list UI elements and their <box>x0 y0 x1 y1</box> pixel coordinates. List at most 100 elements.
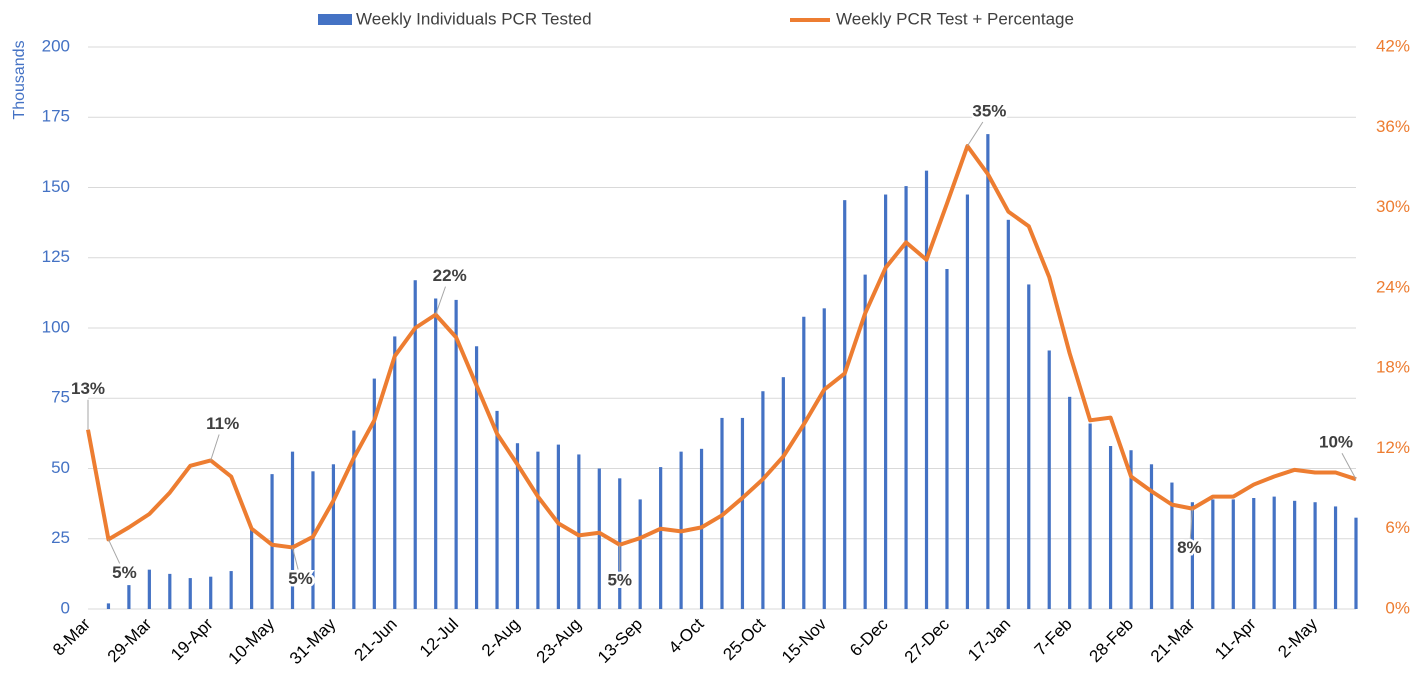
x-tick-label: 25-Oct <box>719 614 769 664</box>
data-label: 11% <box>206 414 239 433</box>
bar <box>1252 498 1256 609</box>
label-leader <box>292 547 299 570</box>
bar <box>761 391 765 609</box>
bar <box>1068 396 1072 609</box>
data-label: 5% <box>288 569 313 588</box>
x-tick-label: 8-Mar <box>49 614 94 659</box>
bar <box>474 346 479 609</box>
bar <box>147 569 151 609</box>
y-tick-label: 125 <box>42 247 70 266</box>
x-tick-label: 2-May <box>1274 614 1321 661</box>
legend-label: Weekly PCR Test + Percentage <box>836 9 1074 28</box>
x-tick-label: 4-Oct <box>665 614 708 657</box>
x-tick-label: 23-Aug <box>533 615 585 667</box>
bar <box>168 573 172 609</box>
x-tick-label: 6-Dec <box>846 614 892 660</box>
bar <box>1272 496 1276 609</box>
bar <box>863 274 867 609</box>
y-tick-label: 25 <box>51 528 70 547</box>
bar <box>1129 450 1133 609</box>
x-tick-label: 29-Mar <box>104 614 156 666</box>
bar <box>781 377 785 609</box>
bar <box>1313 502 1317 609</box>
bar <box>924 170 929 609</box>
x-tick-label: 11-Apr <box>1211 614 1260 663</box>
legend-label: Weekly Individuals PCR Tested <box>356 9 592 28</box>
legend-swatch <box>318 14 352 25</box>
bar <box>352 430 356 609</box>
y2-tick-label: 30% <box>1376 197 1410 216</box>
y-tick-label: 75 <box>51 388 70 407</box>
bar <box>822 308 826 609</box>
bar <box>1108 446 1113 609</box>
y2-tick-label: 18% <box>1376 358 1410 377</box>
x-tick-label: 17-Jan <box>964 615 1014 665</box>
y2-tick-label: 6% <box>1385 518 1410 537</box>
y2-tick-label: 12% <box>1376 438 1410 457</box>
bar <box>393 336 397 609</box>
x-tick-label: 21-Mar <box>1147 614 1199 666</box>
bar <box>106 603 111 609</box>
label-leader <box>1189 508 1193 539</box>
bar <box>1170 482 1174 609</box>
x-tick-label: 21-Jun <box>351 615 401 665</box>
label-leader <box>210 434 220 461</box>
bar <box>904 186 908 609</box>
label-leader <box>107 539 121 564</box>
bar <box>965 194 970 609</box>
bar <box>1231 499 1235 609</box>
bar <box>659 467 663 609</box>
bar <box>556 444 560 609</box>
x-tick-label: 10-May <box>225 614 279 668</box>
x-tick-label: 15-Nov <box>778 614 831 667</box>
y2-tick-label: 42% <box>1376 36 1410 55</box>
bar <box>597 468 601 609</box>
y-axis-label: Thousands <box>11 40 28 119</box>
y2-tick-label: 0% <box>1385 598 1410 617</box>
x-tick-label: 19-Apr <box>167 614 217 664</box>
x-tick-label: 7-Feb <box>1031 615 1076 660</box>
bar <box>250 527 254 609</box>
x-tick-label: 28-Feb <box>1086 615 1138 667</box>
data-label: 35% <box>972 102 1006 121</box>
y-tick-label: 200 <box>42 36 70 55</box>
y-tick-label: 50 <box>51 458 70 477</box>
bar <box>1293 500 1297 609</box>
line <box>86 144 1357 550</box>
bar <box>331 464 336 609</box>
bar <box>1027 284 1031 609</box>
x-tick-label: 12-Jul <box>416 615 462 661</box>
bar <box>434 298 438 609</box>
bar <box>1047 350 1051 609</box>
bar <box>638 499 642 609</box>
data-label: 8% <box>1177 538 1202 557</box>
data-label: 13% <box>71 379 105 398</box>
bar <box>945 268 949 609</box>
y-tick-label: 100 <box>42 317 70 336</box>
y-tick-label: 175 <box>42 107 70 126</box>
bar <box>454 299 458 609</box>
bar <box>188 578 192 609</box>
bar <box>1333 506 1338 609</box>
data-label: 5% <box>112 563 137 582</box>
y2-tick-label: 36% <box>1376 117 1410 136</box>
bar <box>127 585 131 609</box>
bar <box>1088 423 1092 609</box>
y-tick-label: 150 <box>42 177 70 196</box>
bar <box>1149 464 1154 609</box>
x-tick-label: 31-May <box>286 614 340 668</box>
bar <box>372 378 376 609</box>
bar <box>1006 219 1010 609</box>
y2-tick-label: 24% <box>1376 277 1410 296</box>
label-leader <box>1341 452 1357 480</box>
bar <box>1354 517 1358 609</box>
bar <box>290 451 295 609</box>
data-label: 5% <box>607 570 632 589</box>
bar <box>270 474 274 609</box>
bar <box>495 410 499 609</box>
bar <box>515 443 520 609</box>
bar <box>413 280 417 609</box>
bar <box>843 200 847 609</box>
